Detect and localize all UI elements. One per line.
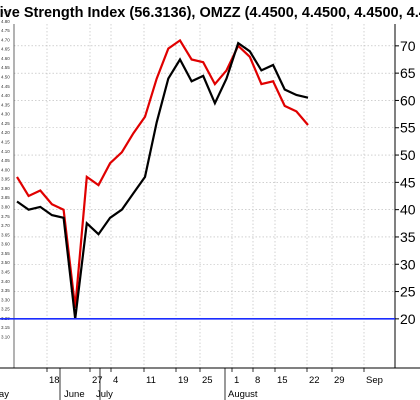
left-tick-label: 3.35: [1, 288, 10, 293]
left-tick-label: 3.60: [1, 242, 10, 247]
right-tick-label: 60: [400, 92, 416, 108]
x-day-label: 29: [334, 375, 345, 386]
x-month-label: August: [228, 389, 258, 400]
right-tick-label: 40: [400, 202, 416, 218]
left-tick-label: 3.80: [1, 205, 10, 210]
x-month-label: May: [0, 389, 9, 400]
x-day-label: 8: [255, 375, 260, 386]
x-day-label: 27: [92, 375, 103, 386]
x-day-label: 11: [146, 375, 156, 386]
left-price-axis: 3.103.153.203.253.303.353.403.453.503.55…: [1, 10, 10, 340]
left-tick-label: 3.25: [1, 307, 10, 312]
x-day-label: 25: [202, 375, 213, 386]
left-tick-label: 3.10: [1, 335, 10, 340]
left-tick-label: 4.75: [1, 28, 10, 33]
x-day-label: 22: [309, 375, 320, 386]
left-tick-label: 3.85: [1, 195, 10, 200]
x-day-label: 19: [178, 375, 189, 386]
left-tick-label: 4.00: [1, 167, 10, 172]
left-tick-label: 4.10: [1, 149, 10, 154]
left-tick-label: 4.45: [1, 84, 10, 89]
left-tick-label: 3.90: [1, 186, 10, 191]
right-tick-label: 20: [400, 311, 416, 327]
right-tick-label: 30: [400, 256, 416, 272]
x-day-label: 1: [234, 375, 239, 386]
x-day-label: 4: [113, 375, 118, 386]
left-tick-label: 3.50: [1, 260, 10, 265]
grid-layer: [0, 24, 420, 369]
right-tick-label: 50: [400, 147, 416, 163]
left-tick-label: 4.30: [1, 112, 10, 117]
left-tick-label: 4.05: [1, 158, 10, 163]
left-tick-label: 4.55: [1, 65, 10, 70]
left-tick-label: 3.65: [1, 232, 10, 237]
left-tick-label: 4.35: [1, 102, 10, 107]
right-tick-label: 25: [400, 284, 416, 300]
left-tick-label: 4.15: [1, 140, 10, 145]
left-tick-label: 4.85: [1, 10, 10, 15]
right-tick-label: 70: [400, 38, 416, 54]
left-tick-label: 3.40: [1, 279, 10, 284]
left-tick-label: 4.25: [1, 121, 10, 126]
right-rsi-axis: 20 25 30 35 40 45 50 55 60 65 70: [395, 38, 416, 327]
left-tick-label: 4.65: [1, 47, 10, 52]
chart-title: Relative Strength Index (56.3136), OMZZ …: [0, 5, 420, 21]
right-tick-label: 45: [400, 174, 416, 190]
left-tick-label: 3.30: [1, 297, 10, 302]
right-tick-label: 55: [400, 120, 416, 136]
right-tick-label: 35: [400, 229, 416, 245]
x-month-label: June: [64, 389, 85, 400]
x-day-label: Sep: [366, 375, 383, 386]
x-month-label: July: [96, 389, 113, 400]
left-tick-label: 4.60: [1, 56, 10, 61]
left-tick-label: 3.15: [1, 325, 10, 330]
black-series-line: [16, 41, 309, 320]
x-day-label: 18: [49, 375, 60, 386]
left-tick-label: 4.40: [1, 93, 10, 98]
series-layer: [16, 38, 309, 320]
left-tick-label: 4.20: [1, 130, 10, 135]
left-tick-label: 4.50: [1, 75, 10, 80]
left-tick-label: 4.80: [1, 19, 10, 24]
left-tick-label: 3.45: [1, 270, 10, 275]
left-tick-label: 3.70: [1, 223, 10, 228]
left-tick-label: 3.75: [1, 214, 10, 219]
left-tick-label: 4.70: [1, 37, 10, 42]
right-tick-label: 65: [400, 65, 416, 81]
left-tick-label: 3.55: [1, 251, 10, 256]
x-day-label: 15: [277, 375, 288, 386]
left-tick-label: 3.95: [1, 177, 10, 182]
x-date-axis: 1827411192518152229SepMayJuneJulyAugust: [0, 368, 383, 400]
